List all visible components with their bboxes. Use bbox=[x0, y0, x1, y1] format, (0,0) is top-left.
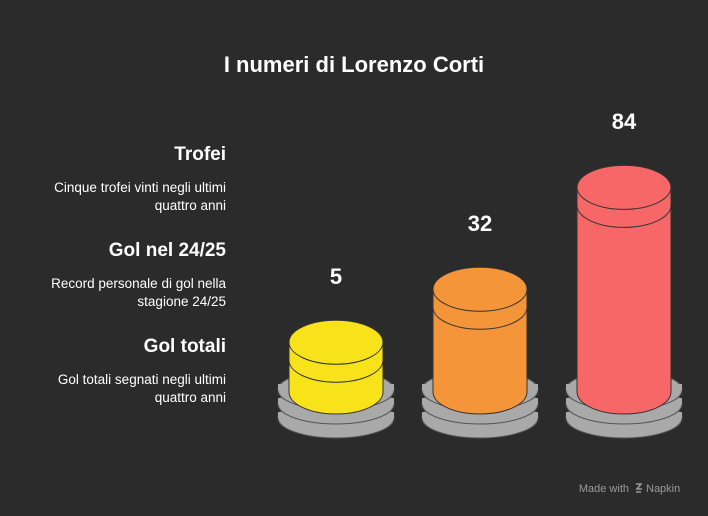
cylinder bbox=[432, 266, 528, 415]
cylinder-band bbox=[432, 307, 528, 330]
cylinder bbox=[576, 164, 672, 415]
cylinder-band bbox=[288, 360, 384, 383]
category-description: Gol totali segnati negli ultimi quattro … bbox=[57, 372, 226, 405]
chart-title: I numeri di Lorenzo Corti bbox=[224, 52, 484, 77]
cylinder-top bbox=[432, 266, 528, 312]
napkin-logo bbox=[635, 483, 643, 493]
category-label: Gol totali bbox=[143, 336, 226, 357]
cylinder-top bbox=[576, 164, 672, 210]
watermark-text: Made with bbox=[579, 483, 629, 495]
cylinder-band bbox=[576, 205, 672, 228]
cylinder-body bbox=[576, 186, 672, 415]
cylinder-body bbox=[432, 288, 528, 415]
category-label: Trofei bbox=[174, 144, 226, 165]
category-description: Record personale di gol nella stagione 2… bbox=[51, 276, 226, 309]
watermark-brand: Napkin bbox=[646, 483, 680, 495]
category-description: Cinque trofei vinti negli ultimi quattro… bbox=[54, 180, 226, 213]
cylinder-top bbox=[288, 319, 384, 365]
value-label: 32 bbox=[468, 211, 492, 236]
value-label: 84 bbox=[612, 109, 637, 134]
value-label: 5 bbox=[330, 264, 342, 289]
cylinder bbox=[288, 319, 384, 415]
category-label: Gol nel 24/25 bbox=[108, 240, 226, 261]
